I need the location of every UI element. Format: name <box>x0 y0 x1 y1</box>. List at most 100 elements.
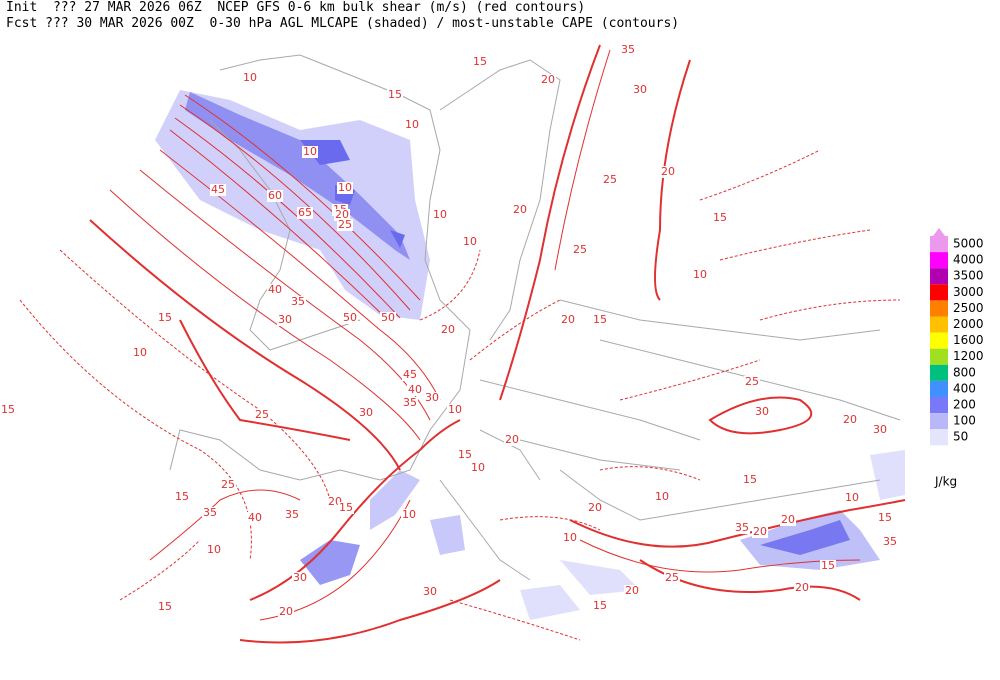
legend-swatch <box>930 300 948 317</box>
legend-label: 5000 <box>953 237 984 251</box>
label-bg <box>540 74 556 86</box>
label-bg <box>692 269 708 281</box>
contour-label: 10 <box>463 235 477 248</box>
contour-label: 40 <box>408 383 422 396</box>
contour-label: 10 <box>433 208 447 221</box>
label-bg <box>267 284 283 296</box>
label-bg <box>220 479 236 491</box>
label-bg <box>624 585 640 597</box>
contour-label: 10 <box>243 71 257 84</box>
contour-label: 15 <box>713 211 727 224</box>
legend-swatch <box>930 397 948 414</box>
contour-label: 10 <box>303 145 317 158</box>
contour-label: 15 <box>158 600 172 613</box>
cape-shading <box>155 90 905 620</box>
contour-label: 25 <box>745 375 759 388</box>
legend-swatch <box>930 252 948 269</box>
legend: 5000 4000 3500 3000 2500 2000 1600 1200 800 400 20… <box>930 228 984 489</box>
label-bg <box>780 514 796 526</box>
label-bg <box>712 212 728 224</box>
label-bg <box>794 582 810 594</box>
contour-label: 10 <box>448 403 462 416</box>
legend-label: 50 <box>953 430 968 444</box>
label-bg <box>242 72 258 84</box>
legend-label: 800 <box>953 365 976 379</box>
label-bg <box>877 512 893 524</box>
contour-label: 35 <box>403 396 417 409</box>
label-bg <box>297 207 313 219</box>
label-bg <box>247 512 263 524</box>
contour-label: 15 <box>593 313 607 326</box>
contour-label: 20 <box>781 513 795 526</box>
label-bg <box>572 244 588 256</box>
contour-label: 20 <box>588 501 602 514</box>
label-bg <box>654 491 670 503</box>
contour-label: 45 <box>211 183 225 196</box>
contour-label: 15 <box>473 55 487 68</box>
contour-label: 30 <box>755 405 769 418</box>
label-bg <box>602 174 618 186</box>
contour-label: 20 <box>561 313 575 326</box>
contour-label: 30 <box>278 313 292 326</box>
label-bg <box>338 502 354 514</box>
label-bg <box>620 44 636 56</box>
contour-label: 20 <box>513 203 527 216</box>
contour-label: 40 <box>248 511 262 524</box>
contour-label: 20 <box>335 208 349 221</box>
label-bg <box>292 572 308 584</box>
contour-label: 20 <box>753 525 767 538</box>
contour-label: 35 <box>883 535 897 548</box>
contour-label: 35 <box>291 295 305 308</box>
contour-label: 15 <box>878 511 892 524</box>
label-bg <box>872 424 888 436</box>
contour-label: 10 <box>845 491 859 504</box>
label-bg <box>504 434 520 446</box>
contour-label: 10 <box>693 268 707 281</box>
contour-label: 10 <box>471 461 485 474</box>
label-bg <box>754 406 770 418</box>
header-line: Init ??? 27 MAR 2026 06Z NCEP GFS 0-6 km… <box>6 0 586 15</box>
label-bg <box>432 209 448 221</box>
contour-label: 45 <box>403 368 417 381</box>
header: Init ??? 27 MAR 2026 06Z NCEP GFS 0-6 km… <box>6 0 679 32</box>
label-bg <box>462 236 478 248</box>
legend-label: 1600 <box>953 333 984 347</box>
legend-label: 400 <box>953 381 976 395</box>
contour-label: 30 <box>423 585 437 598</box>
label-bg <box>358 407 374 419</box>
label-bg <box>422 586 438 598</box>
label-bg <box>302 146 318 158</box>
legend-label: 2000 <box>953 317 984 331</box>
label-bg <box>734 522 750 534</box>
legend-swatch <box>930 284 948 301</box>
contour-label: 60 <box>268 189 282 202</box>
contour-label: 35 <box>285 508 299 521</box>
contour-label: 10 <box>207 543 221 556</box>
contour-label: 20 <box>795 581 809 594</box>
contour-label: 20 <box>441 323 455 336</box>
contour-label: 10 <box>563 531 577 544</box>
label-bg <box>290 296 306 308</box>
legend-swatch <box>930 364 948 381</box>
label-bg <box>882 536 898 548</box>
label-bg <box>447 404 463 416</box>
contour-label: 15 <box>175 490 189 503</box>
legend-label: 2500 <box>953 301 984 315</box>
label-bg <box>632 84 648 96</box>
label-bg <box>744 376 760 388</box>
label-bg <box>512 204 528 216</box>
contour-label: 15 <box>458 448 472 461</box>
label-bg <box>424 392 440 404</box>
label-bg <box>457 449 473 461</box>
contour-label: 15 <box>821 559 835 572</box>
label-bg <box>174 491 190 503</box>
contour-label: 30 <box>425 391 439 404</box>
contour-label: 10 <box>402 508 416 521</box>
label-bg <box>664 572 680 584</box>
label-bg <box>587 502 603 514</box>
legend-swatch <box>930 316 948 333</box>
label-bg <box>278 606 294 618</box>
legend-swatch <box>930 380 948 397</box>
legend-swatch <box>930 332 948 349</box>
